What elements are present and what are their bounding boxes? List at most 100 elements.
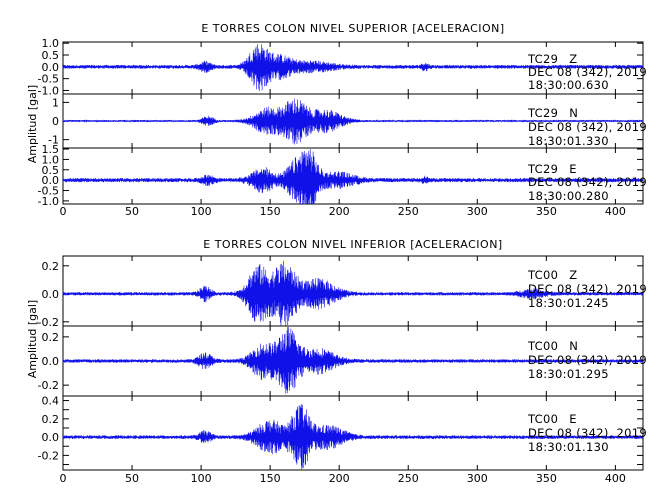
panel-tc29-e: -1.0-0.50.00.51.01.5 TC29 E DEC 08 (342),… — [38, 143, 647, 208]
x-tick-label: 300 — [467, 472, 488, 485]
component-code: Z — [569, 52, 577, 66]
component-code: N — [569, 339, 578, 353]
y-axis-ticks: -1 0 1 — [48, 94, 643, 148]
x-tick-label: 300 — [467, 205, 488, 218]
y-tick-label: 1.0 — [42, 37, 60, 50]
trace-annotation: TC29 Z DEC 08 (342), 2019 18:30:00.630 — [527, 52, 647, 92]
waveform-line — [62, 149, 644, 205]
station-label: TC00 N — [527, 339, 578, 353]
record-time: 18:30:00.630 — [528, 78, 609, 92]
y-axis-ticks: -1.0-0.50.00.51.01.5 — [38, 143, 643, 208]
waveform-line — [62, 404, 644, 471]
waveform-trace — [62, 404, 644, 471]
x-tick-label: 100 — [191, 205, 212, 218]
y-axis-ticks: -1.0-0.50.00.51.0 — [38, 37, 643, 97]
record-date: DEC 08 (342), 2019 — [528, 65, 647, 79]
waveform-line — [62, 327, 644, 394]
station-code: TC29 — [527, 162, 558, 176]
x-tick-label: 150 — [260, 205, 281, 218]
station-code: TC00 — [527, 339, 558, 353]
waveform-trace — [62, 260, 644, 327]
station-code: TC29 — [527, 106, 558, 120]
y-tick-label: -1 — [48, 134, 59, 147]
y-tick-label: 0.0 — [42, 61, 60, 74]
trace-annotation: TC29 E DEC 08 (342), 2019 18:30:00.280 — [527, 162, 647, 203]
x-tick-label: 350 — [536, 205, 557, 218]
record-date: DEC 08 (342), 2019 — [528, 353, 647, 367]
station-code: TC00 — [527, 412, 558, 426]
record-time: 18:30:01.330 — [528, 134, 609, 148]
x-tick-label: 100 — [191, 472, 212, 485]
y-tick-label: -0.2 — [38, 316, 59, 329]
station-label: TC29 E — [527, 162, 577, 176]
waveform-line — [62, 260, 644, 327]
x-tick-label: 350 — [536, 472, 557, 485]
x-tick-label: 0 — [60, 205, 67, 218]
x-tick-label: 400 — [605, 205, 626, 218]
y-tick-label: 0.5 — [42, 49, 60, 62]
record-date: DEC 08 (342), 2019 — [528, 426, 647, 440]
lower-figure-ylabel: Amplitud [gal] — [26, 300, 39, 378]
y-tick-label: -0.5 — [38, 73, 59, 86]
y-tick-label: -0.2 — [38, 449, 59, 462]
y-tick-label: -0.2 — [38, 379, 59, 392]
y-tick-label: 0.2 — [42, 413, 60, 426]
x-tick-label: 200 — [329, 205, 350, 218]
record-time: 18:30:00.280 — [528, 189, 609, 203]
y-tick-label: 0.2 — [42, 260, 60, 273]
record-time: 18:30:01.245 — [528, 296, 609, 310]
component-code: N — [569, 106, 578, 120]
station-label: TC29 Z — [527, 52, 577, 66]
y-tick-label: 0.0 — [42, 288, 60, 301]
trace-annotation: TC00 Z DEC 08 (342), 2019 18:30:01.245 — [527, 268, 647, 310]
x-tick-label: 250 — [398, 205, 419, 218]
waveform-trace — [62, 327, 644, 394]
upper-figure-ylabel: Amplitud [gal] — [26, 85, 39, 163]
x-tick-label: 50 — [125, 472, 139, 485]
record-time: 18:30:01.130 — [528, 440, 609, 454]
panel-tc29-z: -1.0-0.50.00.51.0 TC29 Z DEC 08 (342), 20… — [38, 37, 647, 97]
station-label: TC29 N — [527, 106, 578, 120]
y-tick-label: -0.5 — [38, 185, 59, 198]
station-label: TC00 Z — [527, 268, 577, 282]
waveform-trace — [62, 149, 644, 205]
y-tick-label: 0.0 — [42, 174, 60, 187]
record-date: DEC 08 (342), 2019 — [528, 282, 647, 296]
x-tick-label: 200 — [329, 472, 350, 485]
upper-figure: E TORRES COLON NIVEL SUPERIOR [ACELERACI… — [26, 22, 647, 218]
x-tick-label: 50 — [125, 205, 139, 218]
y-tick-label: 1.5 — [42, 143, 60, 156]
panel-frame — [62, 147, 644, 205]
trace-annotation: TC00 E DEC 08 (342), 2019 18:30:01.130 — [527, 412, 647, 454]
y-axis-ticks: -0.2 0.0 0.2 — [38, 256, 643, 329]
y-axis-ticks: -0.2 0.0 0.2 0.4 — [38, 395, 643, 470]
station-code: TC29 — [527, 52, 558, 66]
waveform-line — [62, 98, 644, 145]
y-tick-label: 1.0 — [42, 153, 60, 166]
panel-frame — [62, 395, 644, 471]
panel-tc00-n: -0.2 0.0 0.2 TC00 N DEC 08 (342), 2019 18:3… — [38, 325, 647, 397]
waveform-trace — [62, 98, 644, 145]
y-tick-label: 0 — [52, 115, 59, 128]
upper-figure-title: E TORRES COLON NIVEL SUPERIOR [ACELERACI… — [201, 22, 504, 35]
trace-annotation: TC00 N DEC 08 (342), 2019 18:30:01.295 — [527, 339, 647, 381]
y-tick-label: 0.0 — [42, 355, 60, 368]
panel-tc00-e: -0.2 0.0 0.2 0.4 TC00 E DEC 08 (342), 2019 1… — [38, 395, 647, 471]
y-tick-label: 0.2 — [42, 331, 60, 344]
y-tick-label: -1.0 — [38, 84, 59, 97]
record-time: 18:30:01.295 — [528, 367, 609, 381]
record-date: DEC 08 (342), 2019 — [528, 175, 647, 189]
trace-annotation: TC29 N DEC 08 (342), 2019 18:30:01.330 — [527, 106, 647, 148]
x-tick-label: 150 — [260, 472, 281, 485]
component-code: Z — [569, 268, 577, 282]
panel-tc00-z: -0.2 0.0 0.2 TC00 Z DEC 08 (342), 2019 18:3… — [38, 255, 647, 329]
y-tick-label: 0.4 — [42, 395, 60, 408]
station-code: TC00 — [527, 268, 558, 282]
lower-figure-title: E TORRES COLON NIVEL INFERIOR [ACELERACI… — [203, 238, 502, 251]
waveform-line — [62, 44, 644, 91]
x-tick-label: 0 — [60, 472, 67, 485]
station-label: TC00 E — [527, 412, 577, 426]
x-tick-label: 400 — [605, 472, 626, 485]
x-tick-label: 250 — [398, 472, 419, 485]
